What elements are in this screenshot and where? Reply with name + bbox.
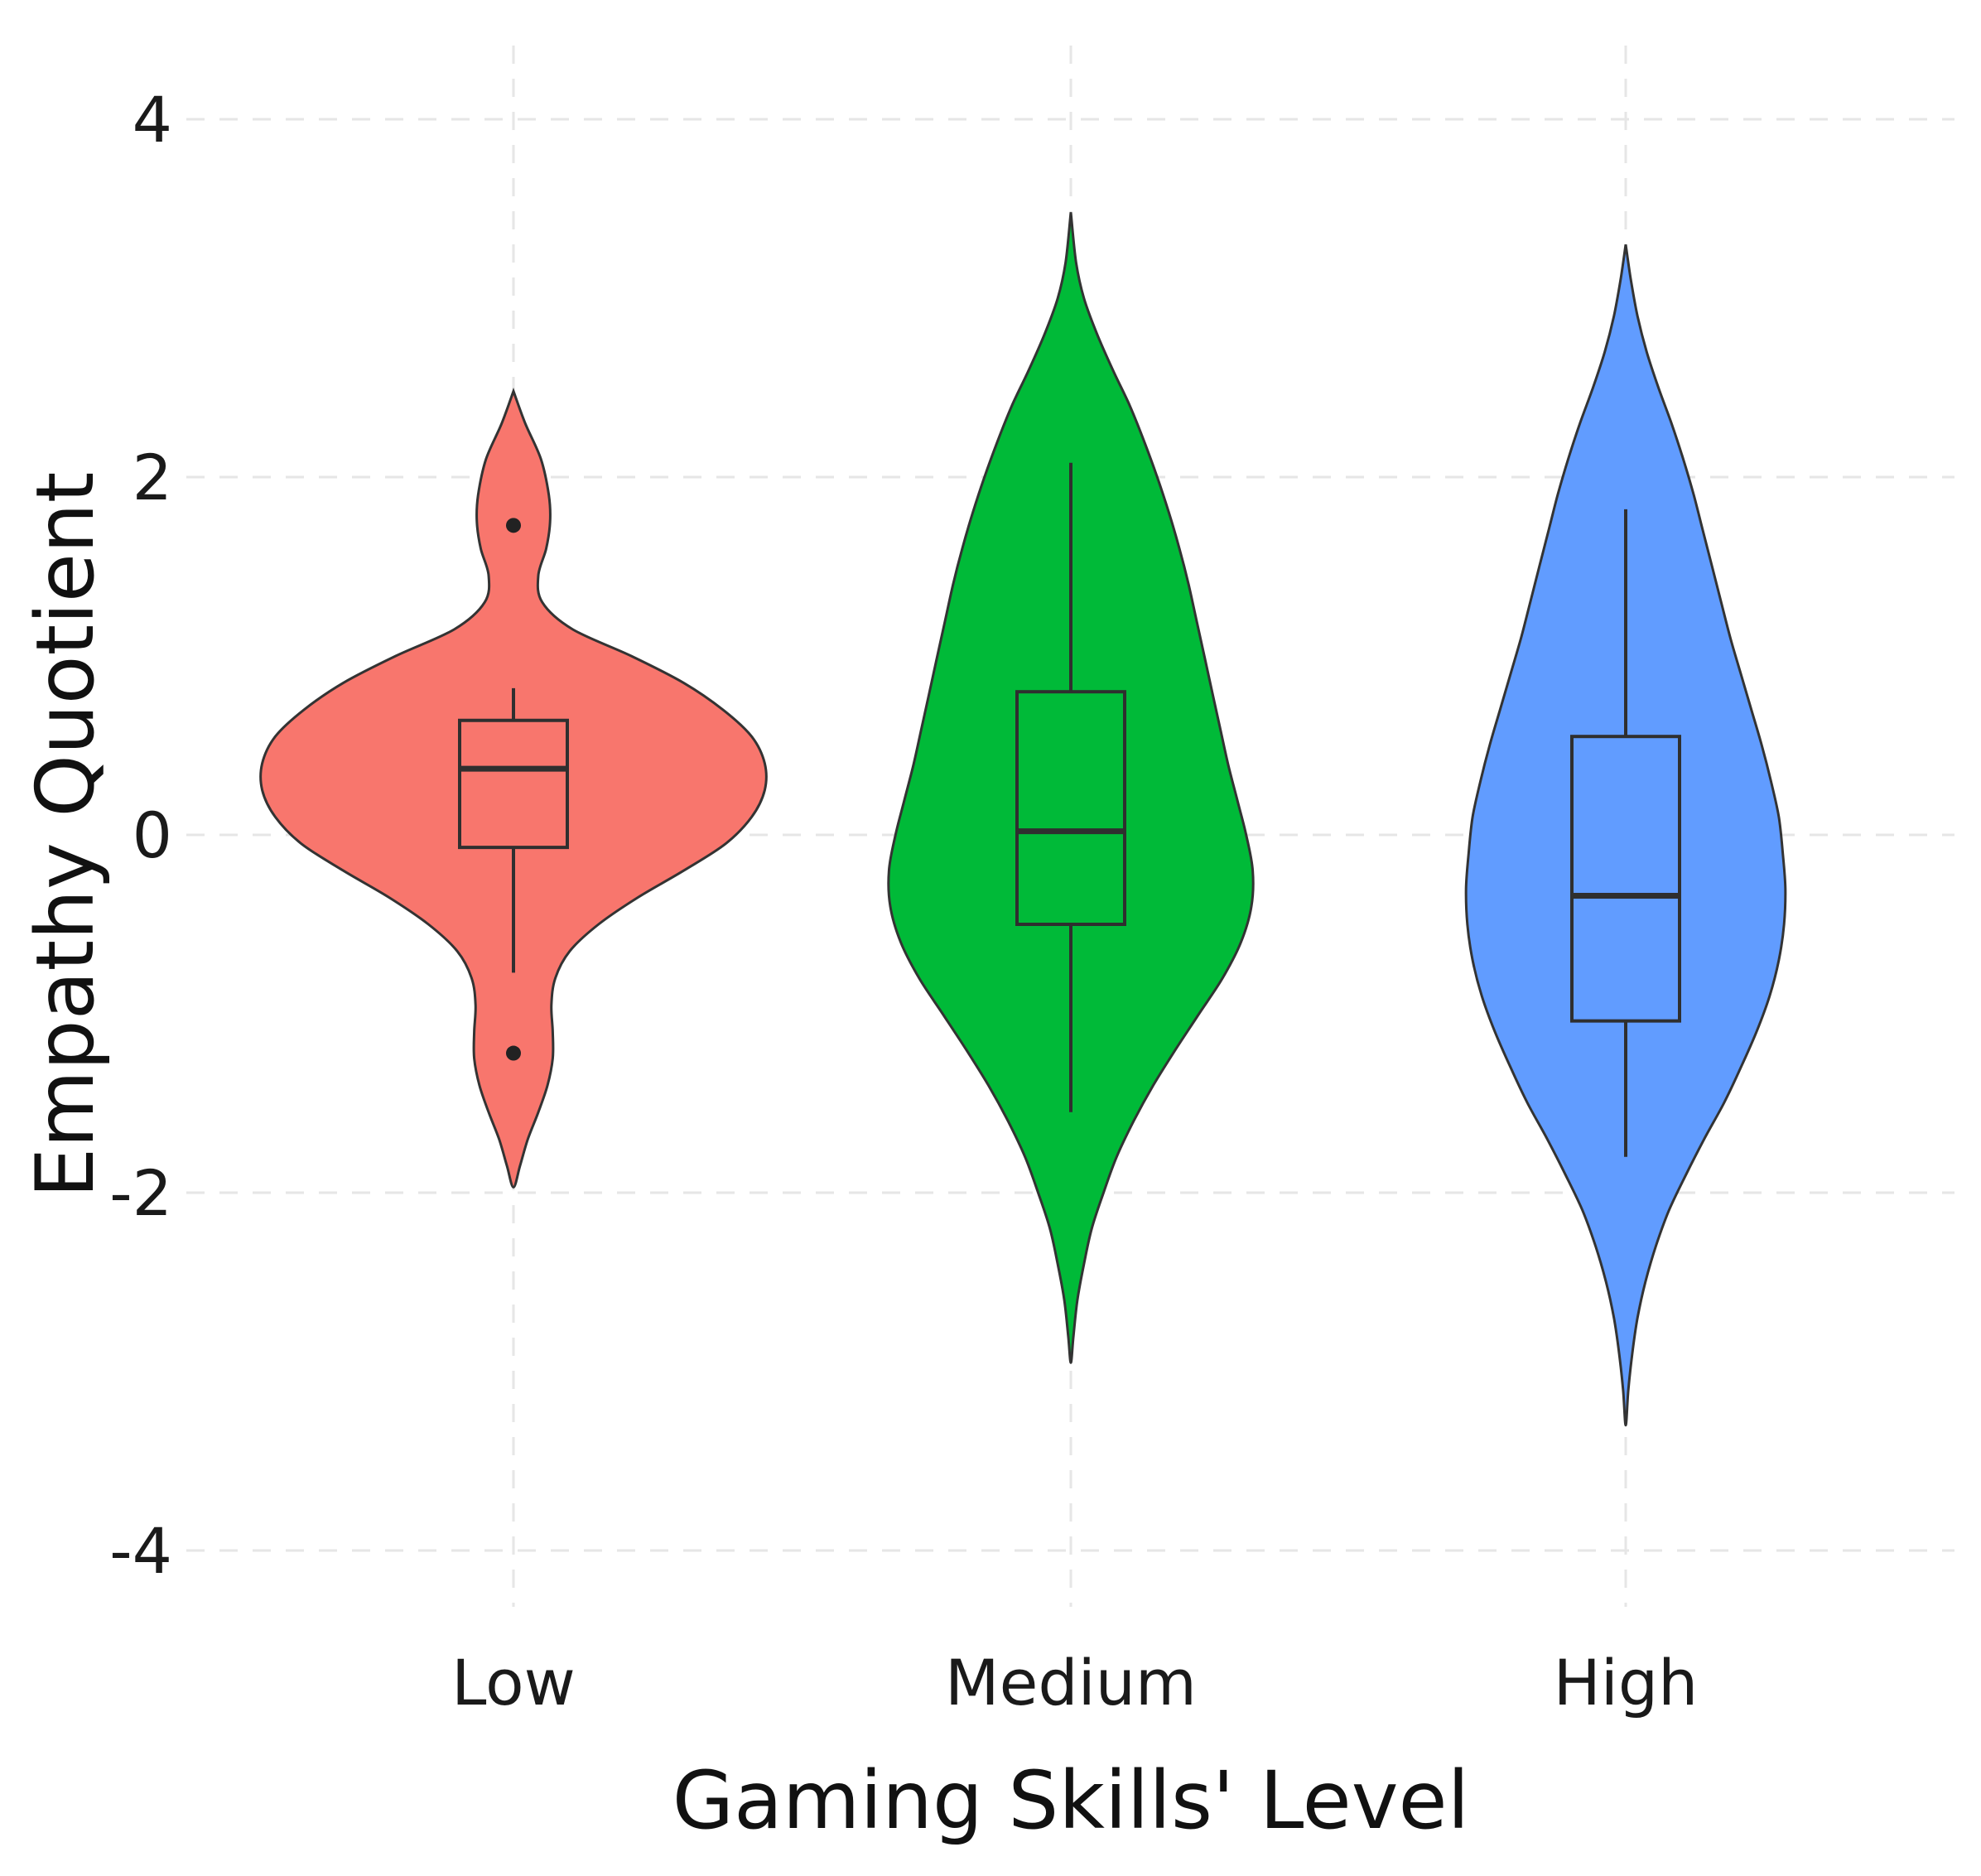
violin-group-medium: [887, 212, 1255, 1364]
y-tick-label: 0: [133, 798, 172, 872]
violin-group-low: [259, 387, 768, 1189]
violin-high: [1464, 244, 1787, 1427]
outlier-point: [506, 1045, 521, 1061]
y-tick-label: 2: [133, 441, 172, 514]
box-iqr: [1015, 690, 1126, 926]
y-axis-title: Empathy Quotient: [19, 472, 112, 1198]
x-tick-label-high: High: [1554, 1646, 1699, 1719]
violin-group-high: [1464, 244, 1787, 1427]
x-axis-ticks: Low Medium High: [451, 1646, 1698, 1719]
box-iqr: [1570, 735, 1681, 1023]
x-axis-title: Gaming Skills' Level: [672, 1754, 1470, 1847]
y-tick-label: -2: [109, 1156, 172, 1230]
violin-low: [259, 387, 768, 1189]
y-axis-ticks: -4 -2 0 2 4: [109, 83, 172, 1588]
violin-medium: [887, 212, 1255, 1364]
x-tick-label-low: Low: [451, 1646, 576, 1719]
outlier-point: [506, 518, 521, 533]
y-tick-label: -4: [109, 1514, 172, 1588]
box-iqr: [458, 718, 569, 850]
violins: [259, 212, 1787, 1427]
x-tick-label-medium: Medium: [945, 1646, 1197, 1719]
y-tick-label: 4: [133, 83, 172, 157]
